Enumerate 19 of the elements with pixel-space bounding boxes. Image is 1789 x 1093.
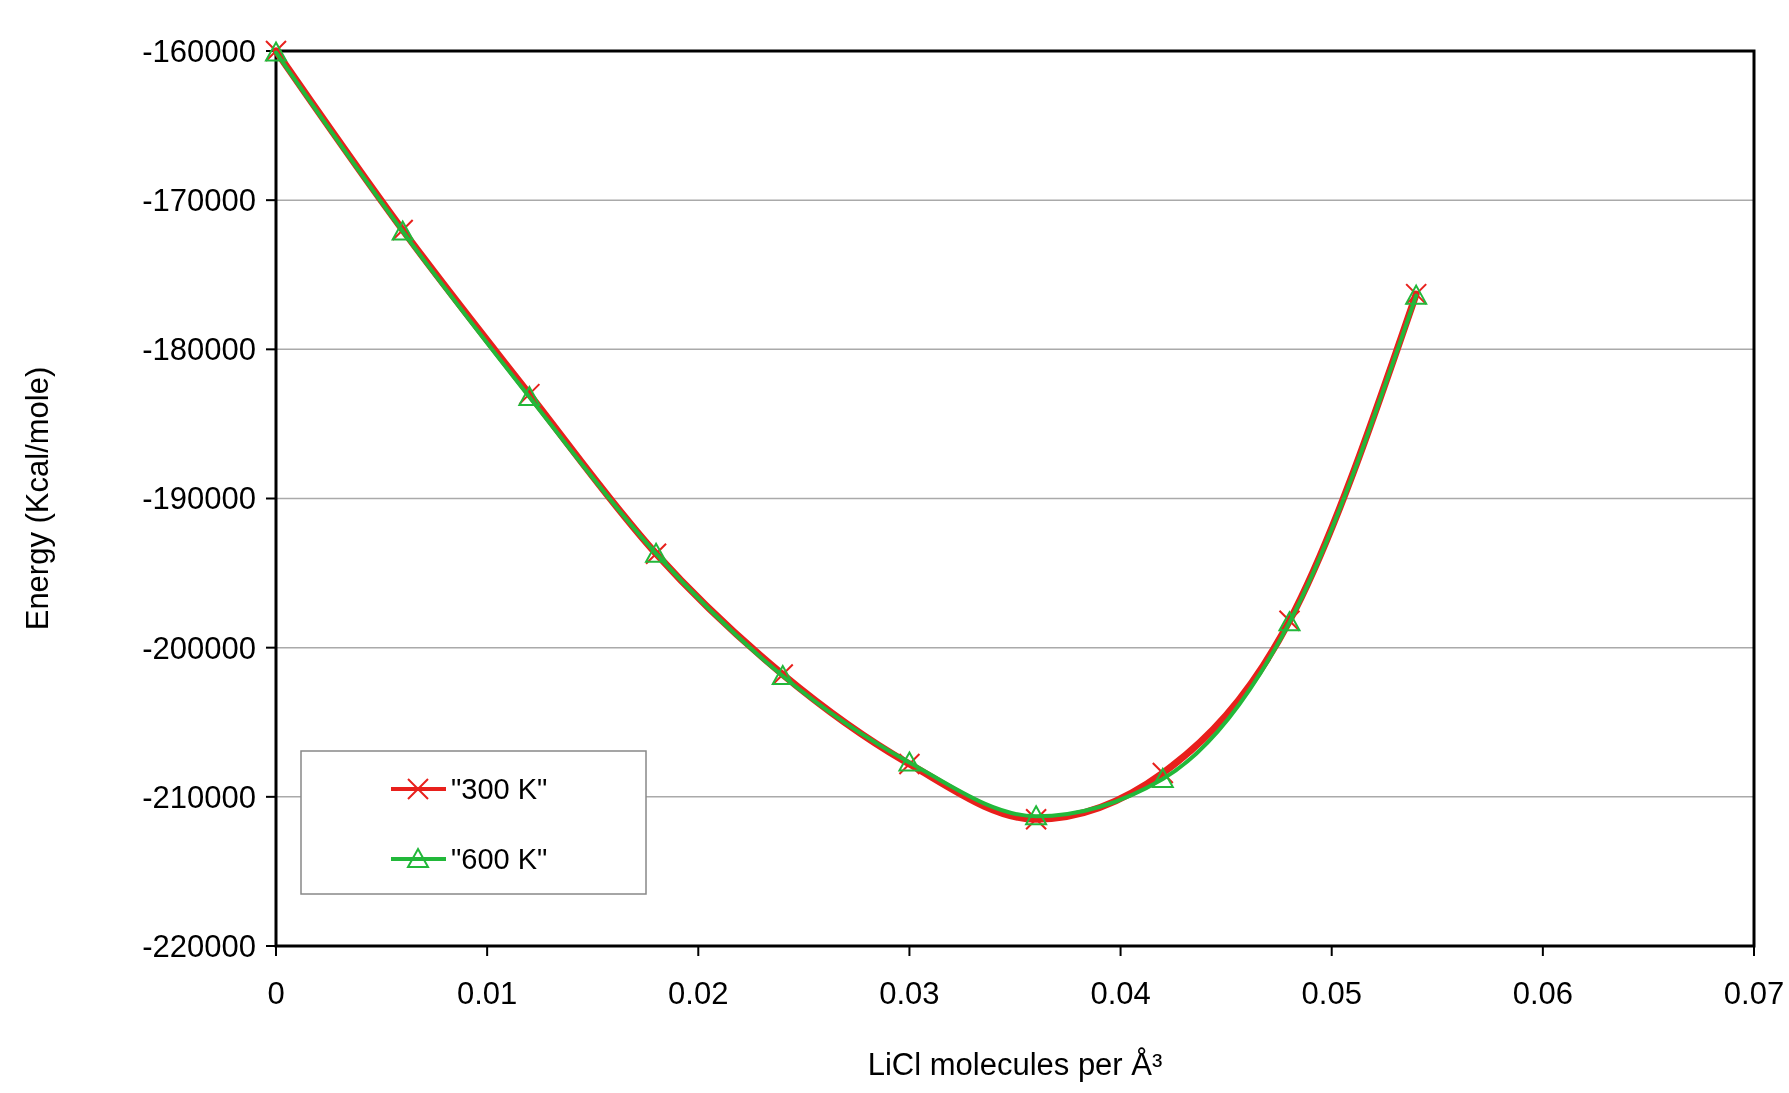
y-tick-label: -190000 [142,481,256,517]
x-tick-label: 0.01 [456,976,518,1011]
x-tick-label: 0.03 [879,976,940,1011]
x-tick-label: 0.04 [1090,976,1151,1011]
x-tick-label: 0 [267,976,285,1011]
y-tick-label: -170000 [142,183,256,219]
x-tick-label: 0.05 [1301,976,1362,1011]
x-tick-label: 0.07 [1723,976,1785,1011]
y-axis-title: Energy (Kcal/mole) [20,366,55,631]
y-tick-label: -210000 [142,779,256,815]
y-tick-label: -200000 [142,630,256,666]
legend-label: "300 K" [451,773,548,806]
y-tick-label: -160000 [142,33,256,69]
x-tick-label: 0.06 [1512,976,1574,1011]
x-axis-title: LiCl molecules per Å³ [867,1047,1163,1082]
legend-label: "600 K" [451,843,548,876]
y-tick-label: -220000 [142,928,256,964]
x-tick-label: 0.02 [668,976,729,1011]
y-tick-label: -180000 [142,332,256,368]
